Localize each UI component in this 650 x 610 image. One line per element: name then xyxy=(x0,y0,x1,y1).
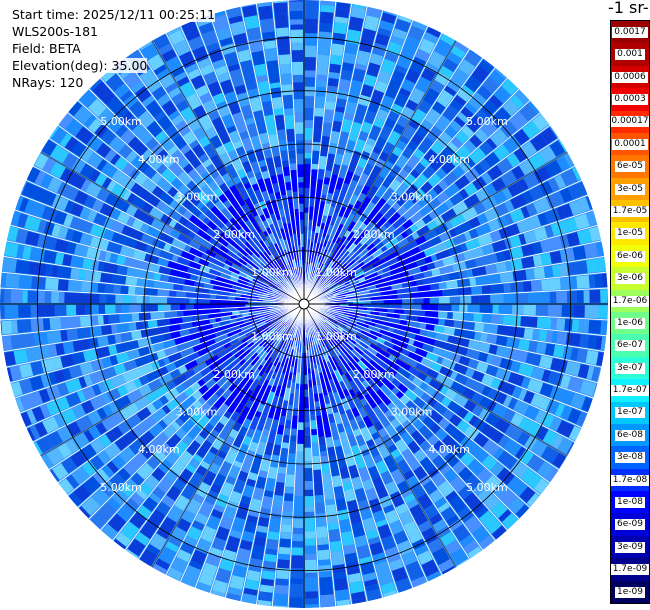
colorbar-segment: 6e-06 xyxy=(611,244,649,268)
colorbar-label: 1.7e-09 xyxy=(611,564,649,576)
colorbar-segment: 1.7e-07 xyxy=(611,379,649,403)
colorbar-segment: 1.7e-05 xyxy=(611,200,649,223)
range-label: 3.00km xyxy=(176,191,218,204)
colorbar-segment: 0.001 xyxy=(611,43,649,67)
colorbar-segment: 0.0003 xyxy=(611,88,649,112)
colorbar-label: 1e-05 xyxy=(615,228,645,240)
colorbar-label: 1.7e-08 xyxy=(611,474,649,486)
colorbar-label: 0.0001 xyxy=(612,138,648,150)
colorbar-label: 3e-09 xyxy=(615,541,645,553)
colorbar-segment: 3e-05 xyxy=(611,177,649,201)
colorbar-label: 3e-08 xyxy=(615,452,645,464)
colorbar-segment: 1.7e-08 xyxy=(611,468,649,492)
colorbar-label: 6e-05 xyxy=(615,161,645,173)
scan-origin-marker xyxy=(298,298,310,310)
colorbar-segment: 3e-09 xyxy=(611,535,649,559)
colorbar-label: 1e-06 xyxy=(615,317,645,329)
range-label: 5.00km xyxy=(100,115,142,128)
colorbar-title: -1 sr- xyxy=(608,0,649,17)
ppi-range-rings xyxy=(0,0,608,608)
colorbar-label: 0.0003 xyxy=(612,94,648,106)
colorbar-segment: 6e-05 xyxy=(611,155,649,179)
colorbar-label: 6e-06 xyxy=(615,250,645,262)
colorbar-segment: 1e-09 xyxy=(611,580,649,603)
range-label: 4.00km xyxy=(138,153,180,166)
colorbar-segment: 0.00017 xyxy=(611,110,649,134)
colorbar-segment: 0.0017 xyxy=(611,21,649,44)
colorbar-label: 0.001 xyxy=(615,49,645,61)
colorbar-label: 1e-07 xyxy=(615,407,645,419)
colorbar-segment: 1e-05 xyxy=(611,222,649,246)
range-label: 1.00km xyxy=(315,266,357,279)
ppi-range-labels: 1.00km 2.00km 3.00km 4.00km 5.00km 1.00km 2.00… xyxy=(100,115,507,494)
colorbar-segment: 0.0006 xyxy=(611,65,649,89)
colorbar-label: 1.7e-05 xyxy=(611,206,649,217)
ppi-scan-plot: 1.00km 2.00km 3.00km 4.00km 5.00km 1.00km 2.00… xyxy=(0,0,608,608)
colorbar-label: 3e-07 xyxy=(615,362,645,374)
range-label: 2.00km xyxy=(213,368,255,381)
colorbar-label: 3e-05 xyxy=(615,183,645,195)
range-label: 2.00km xyxy=(213,228,255,241)
instrument-text: WLS200s-181 xyxy=(12,24,98,39)
colorbar-label: 0.0006 xyxy=(612,71,648,83)
range-label: 1.00km xyxy=(315,330,357,343)
colorbar-label: 1.7e-06 xyxy=(611,295,649,307)
range-label: 5.00km xyxy=(466,115,508,128)
range-label: 3.00km xyxy=(391,191,433,204)
range-label: 1.00km xyxy=(251,330,293,343)
colorbar-segment: 1.7e-09 xyxy=(611,558,649,582)
colorbar-segment: 3e-07 xyxy=(611,356,649,380)
colorbar-label: 0.0017 xyxy=(612,26,648,38)
range-label: 3.00km xyxy=(391,406,433,419)
colorbar-segment: 1.7e-06 xyxy=(611,289,649,313)
colorbar-label: 6e-08 xyxy=(615,429,645,441)
colorbar: 0.0017 0.001 0.0006 0.0003 0.00017 0.0001 6e-0… xyxy=(610,20,650,604)
ppi-rays xyxy=(0,0,608,608)
colorbar-label: 1.7e-07 xyxy=(611,385,649,397)
range-label: 5.00km xyxy=(466,481,508,494)
colorbar-label: 0.00017 xyxy=(611,116,649,128)
colorbar-label: 1e-08 xyxy=(615,497,645,508)
colorbar-segment: 1e-06 xyxy=(611,312,649,335)
range-label: 2.00km xyxy=(353,228,395,241)
colorbar-segment: 3e-08 xyxy=(611,446,649,470)
range-label: 5.00km xyxy=(100,481,142,494)
colorbar-segment: 1e-08 xyxy=(611,491,649,514)
colorbar-label: 3e-06 xyxy=(615,273,645,285)
colorbar-label: 1e-09 xyxy=(615,586,645,598)
range-label: 4.00km xyxy=(138,443,180,456)
start-time-text: Start time: 2025/12/11 00:25:11 xyxy=(12,7,216,22)
scan-info-panel: Start time: 2025/12/11 00:25:11 WLS200s-… xyxy=(12,6,216,91)
colorbar-segment: 0.0001 xyxy=(611,132,649,156)
colorbar-segment: 3e-06 xyxy=(611,267,649,291)
colorbar-segment: 6e-07 xyxy=(611,334,649,358)
colorbar-segment: 6e-09 xyxy=(611,513,649,537)
colorbar-label: 6e-09 xyxy=(615,519,645,531)
range-label: 2.00km xyxy=(353,368,395,381)
range-label: 4.00km xyxy=(428,153,470,166)
field-text: Field: BETA xyxy=(12,41,81,56)
colorbar-label: 6e-07 xyxy=(615,340,645,352)
colorbar-segment: 1e-07 xyxy=(611,401,649,425)
range-label: 4.00km xyxy=(428,443,470,456)
elevation-text: Elevation(deg): 35.00 xyxy=(12,58,148,73)
range-label: 1.00km xyxy=(251,266,293,279)
nrays-text: NRays: 120 xyxy=(12,75,84,90)
colorbar-segment: 6e-08 xyxy=(611,423,649,447)
range-label: 3.00km xyxy=(176,406,218,419)
